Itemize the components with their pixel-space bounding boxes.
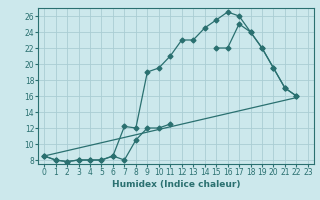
X-axis label: Humidex (Indice chaleur): Humidex (Indice chaleur) <box>112 180 240 189</box>
